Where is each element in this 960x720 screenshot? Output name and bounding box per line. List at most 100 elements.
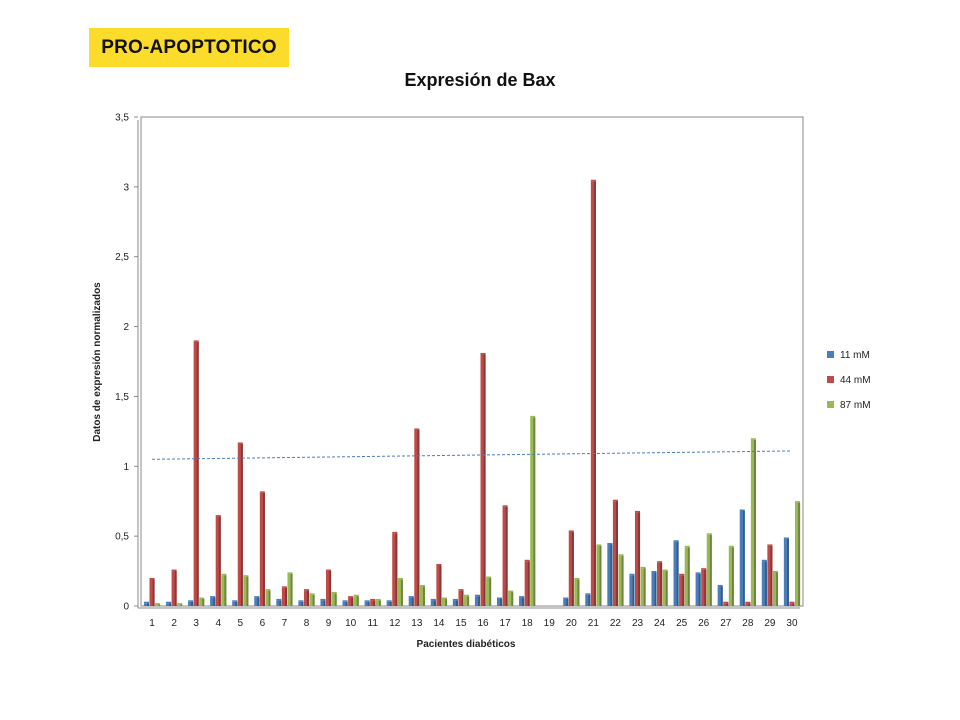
bar-top [171,569,177,572]
bar-shade [174,571,177,606]
bar-top [789,601,795,604]
bar-top [287,572,293,574]
bar [281,587,287,606]
bar [772,572,779,606]
bar [452,600,458,606]
x-tick-label: 28 [742,618,754,629]
x-tick-label: 8 [304,618,310,629]
bar [574,579,580,606]
x-tick-label: 5 [238,618,244,629]
bar [728,547,734,606]
bar [607,544,613,606]
bar-top [265,589,271,591]
y-tick-label: 1 [123,462,129,473]
bar-shade [527,561,530,606]
bar [254,597,260,606]
bar-shade [660,562,663,606]
bar [717,586,723,606]
bar [612,501,618,606]
bar-shade [235,601,238,606]
bar-shade [268,590,271,606]
x-tick-label: 2 [171,618,177,629]
bar-top [259,491,265,493]
bar-shade [571,531,574,606]
bar-shade [489,578,492,606]
x-tick-label: 18 [522,618,534,629]
bar [789,603,795,606]
bar [634,512,641,606]
bar [155,604,161,606]
bar-top [143,601,149,604]
bar-top [651,570,657,573]
bar-top [303,589,310,591]
bar-top [486,576,492,579]
bar-shade [599,545,602,606]
bar-top [254,596,260,598]
y-tick-label: 2,5 [115,252,129,263]
bar-shade [224,575,227,606]
bar-shade [191,601,194,606]
bar [320,600,326,606]
bar-shade [616,501,618,606]
x-tick-label: 9 [326,618,332,629]
bar-top [199,597,205,600]
bar-top [243,575,249,577]
bar-top [452,598,458,601]
bar [739,510,745,606]
bar-shade [323,600,326,606]
bar-shade [400,579,403,606]
x-tick-label: 4 [215,618,221,629]
bar [397,579,403,606]
bar-top [795,501,801,503]
bar-top [524,559,530,562]
bar [193,341,199,606]
bar [221,575,227,606]
bar-top [474,594,480,597]
bar [684,547,690,606]
bar-top [723,601,729,604]
bar-top [430,598,436,601]
bar-shade [709,534,712,606]
x-axis-title: Pacientes diabéticos [417,639,516,650]
x-tick-label: 3 [193,618,199,629]
bar [414,429,420,606]
bar-shade [505,506,508,606]
bar [679,575,685,606]
bar [568,531,574,606]
bar [188,601,194,606]
bar-shade [764,561,767,606]
bar-shade [792,603,795,606]
bar [795,502,801,606]
bar [210,597,216,606]
bar-shade [682,575,685,606]
bar [177,604,183,606]
bar [662,571,668,606]
y-tick-label: 2 [123,322,129,333]
x-tick-label: 26 [698,618,710,629]
x-tick-label: 16 [477,618,489,629]
bar-top [761,559,767,562]
bar [480,354,486,606]
bar-shade [301,601,304,606]
trendline [152,450,792,460]
bar-shade [698,573,701,606]
bar-shade [467,596,470,606]
bar [298,601,304,606]
bar [441,599,448,606]
bar-top [364,600,370,602]
bar-shade [522,597,525,606]
bar [143,603,149,606]
bar-top [706,533,712,535]
bar-shade [218,516,221,606]
bar-shade [351,597,354,606]
x-tick-label: 14 [433,618,445,629]
bar [723,603,729,606]
bar-shade [158,604,161,606]
bar-shade [279,600,282,606]
bar [259,492,265,606]
bar-top [215,515,221,517]
bar-top [309,593,315,595]
bar-shade [687,547,690,606]
bar-top [392,531,398,534]
